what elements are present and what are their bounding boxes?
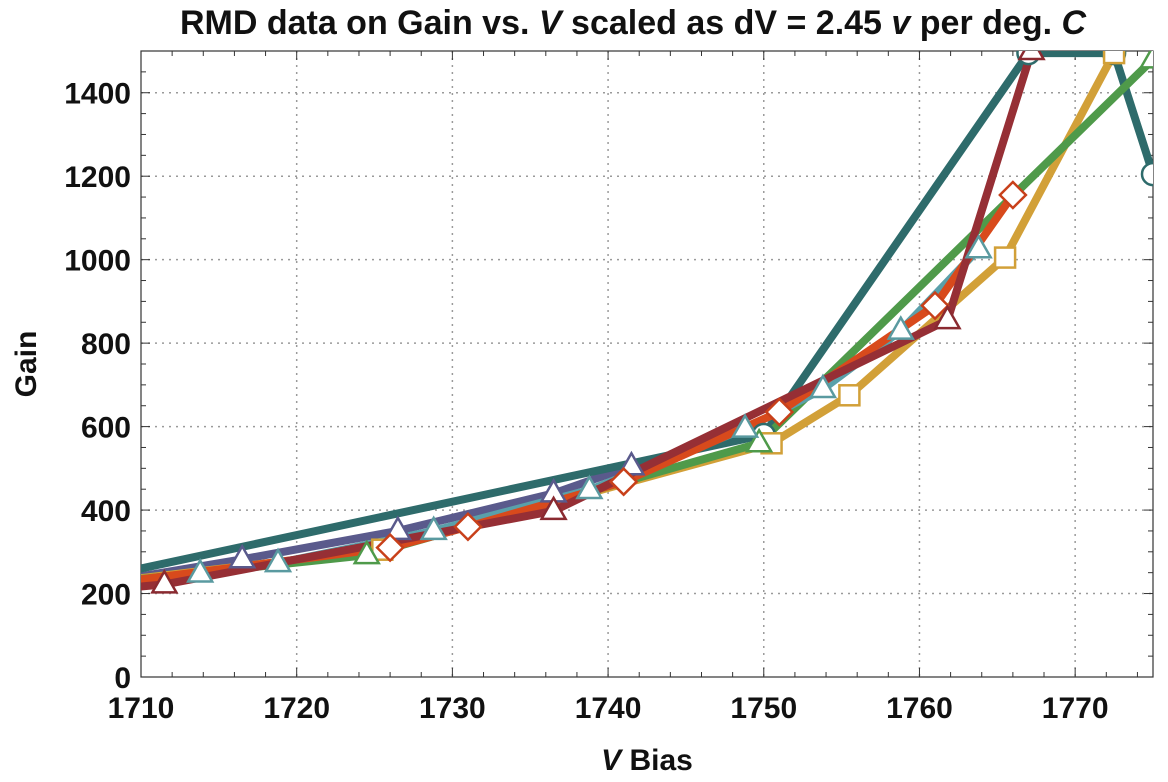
y-tick-label-0: 0	[114, 662, 131, 695]
series-5-point-2	[453, 511, 483, 542]
plot-frame	[140, 50, 1154, 678]
x-tick-label-5: 1760	[886, 692, 953, 725]
series-6-point-3	[933, 304, 962, 330]
series-3-line	[141, 55, 1153, 584]
series-4-point-8	[964, 233, 993, 259]
series-4-point-6	[808, 373, 838, 399]
series-4-point-2	[263, 547, 293, 573]
x-tick-label-4: 1750	[730, 692, 797, 725]
series-5-point-1	[375, 532, 405, 563]
x-tick-label-6: 1770	[1042, 692, 1109, 725]
series-4-point-4	[575, 474, 604, 500]
y-tick-label-2: 400	[81, 495, 131, 528]
series-4-point-7	[886, 315, 915, 340]
series-4-point-3	[419, 515, 448, 541]
series-4-point-1	[186, 557, 215, 583]
y-tick-label-7: 1400	[64, 78, 131, 111]
series-5-line	[141, 191, 1017, 584]
series-5-point-6	[998, 180, 1028, 210]
y-tick-label-4: 800	[81, 328, 131, 361]
series-group	[141, 51, 1153, 594]
y-axis-label: Gain	[10, 331, 43, 398]
x-tick-label-0: 1710	[108, 692, 175, 725]
series-1-point-4	[1140, 161, 1153, 187]
series-5-point-3	[608, 466, 639, 497]
x-axis-label: V Bias	[601, 744, 693, 777]
series-4-line	[141, 245, 983, 584]
y-tick-label-1: 200	[81, 579, 131, 612]
x-tick-label-3: 1740	[575, 692, 642, 725]
y-tick-label-5: 1000	[64, 245, 131, 278]
series-0-point-2	[383, 515, 413, 541]
series-4-point-5	[730, 413, 760, 438]
series-1-line	[141, 51, 1153, 573]
series-6-point-4	[1017, 51, 1046, 61]
series-0-point-1	[228, 543, 257, 569]
series-3-point-2	[744, 427, 774, 453]
series-3-point-3	[1138, 51, 1153, 69]
x-tick-label-2: 1730	[419, 692, 486, 725]
series-2-point-3	[838, 384, 861, 407]
series-5-point-4	[764, 397, 795, 427]
series-2-line	[141, 51, 1119, 583]
x-tick-label-1: 1720	[263, 692, 330, 725]
series-2-point-4	[993, 246, 1017, 269]
series-5-point-5	[920, 290, 950, 321]
x-tick-labels: 1710 1720 1730 1740 1750 1760 1770	[108, 692, 1109, 725]
chart-title: RMD data on Gain vs. V scaled as dV = 2.…	[180, 4, 1087, 42]
y-tick-labels: 0 200 400 600 800 1000 1200 1400	[64, 78, 131, 695]
y-tick-label-6: 1200	[64, 161, 131, 194]
series-6-point-2	[539, 495, 568, 521]
series-3-point-1	[352, 539, 381, 565]
series-6-point-1	[150, 568, 179, 594]
series-2-point-5	[1102, 51, 1126, 65]
grid-lines	[141, 51, 1153, 677]
y-tick-label-3: 600	[81, 412, 131, 445]
